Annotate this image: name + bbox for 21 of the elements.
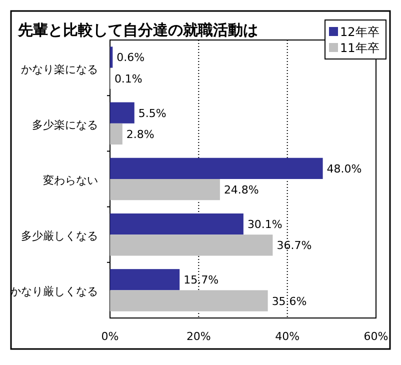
xtick: 20%: [186, 330, 211, 343]
title: 先輩と比較して自分達の就職活動は: [18, 21, 258, 39]
xtick: 0%: [101, 330, 119, 343]
value-label: 48.0%: [326, 162, 362, 176]
value-label: 2.8%: [126, 128, 154, 141]
legend-label: 11年卒: [340, 41, 380, 55]
legend-label: 12年卒: [340, 25, 380, 39]
category: 多少楽になる: [32, 118, 98, 132]
value-label: 15.7%: [184, 274, 219, 287]
value-label: 24.8%: [224, 184, 259, 197]
category: 変わらない: [43, 174, 98, 187]
value-label: 35.6%: [272, 294, 307, 308]
category: 多少厳しくなる: [21, 230, 98, 243]
xtick: 40%: [275, 330, 300, 343]
value-label: 30.1%: [247, 218, 282, 232]
value-label: 0.6%: [116, 51, 145, 64]
value-label: 5.5%: [138, 106, 166, 120]
value-label: 36.7%: [276, 239, 312, 252]
category: かなり楽になる: [21, 62, 98, 76]
value-label: 0.1%: [114, 72, 142, 86]
xtick: 60%: [364, 330, 388, 343]
